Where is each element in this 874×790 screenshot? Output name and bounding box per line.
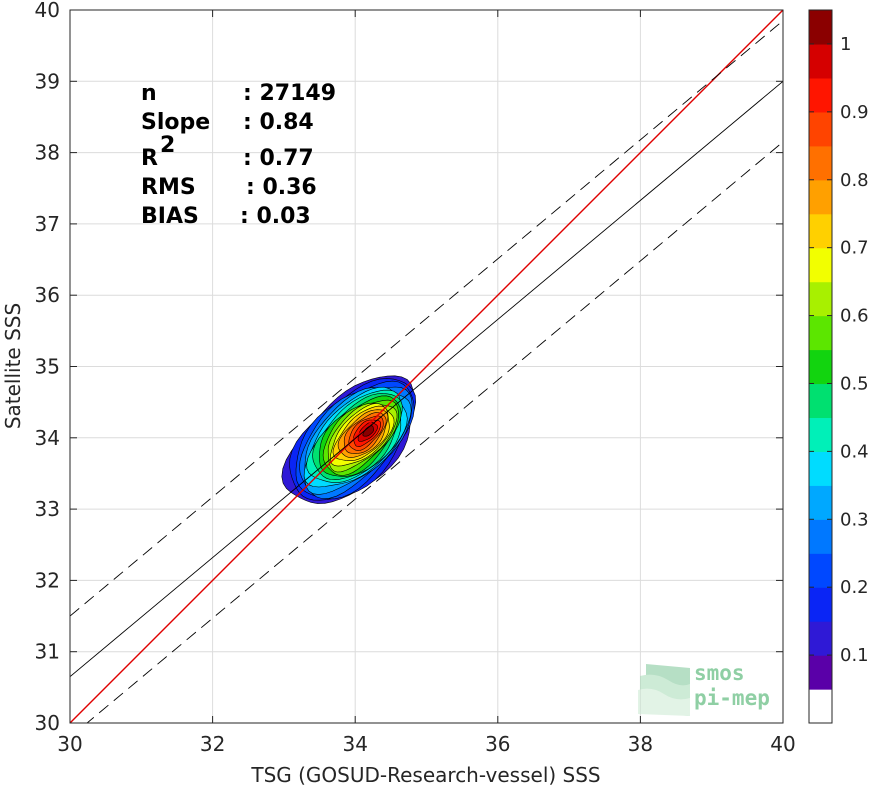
stat-value: : 0.77 <box>243 146 314 171</box>
colorbar-frame <box>808 9 833 724</box>
y-tick-label: 33 <box>35 497 60 521</box>
x-axis-ticks: 30 32 34 36 38 40 <box>57 10 796 756</box>
colorbar-segment <box>809 213 832 249</box>
colorbar-tick-label: 0.9 <box>840 102 869 123</box>
stat-label: n <box>141 81 157 106</box>
colorbar-segment <box>809 111 832 147</box>
colorbar-segment <box>809 417 832 452</box>
x-axis-label: TSG (GOSUD-Research-vessel) SSS <box>250 763 600 787</box>
y-axis-ticks: 30 31 32 33 34 35 36 37 38 39 40 <box>35 0 783 735</box>
y-tick-label: 32 <box>35 568 60 592</box>
x-tick-label: 36 <box>485 732 510 756</box>
y-tick-label: 38 <box>35 141 60 165</box>
colorbar-tick-label: 0.4 <box>840 441 869 462</box>
stat-label: RMS <box>141 175 196 200</box>
colorbar-tick-label: 0.3 <box>840 509 869 530</box>
stat-label-superscript: 2 <box>160 133 175 158</box>
stat-value: : 0.36 <box>246 175 317 200</box>
regression-lower-line <box>86 141 783 723</box>
x-tick-label: 34 <box>342 732 367 756</box>
y-tick-label: 30 <box>35 711 60 735</box>
y-tick-label: 35 <box>35 355 60 379</box>
colorbar-segment <box>809 281 832 317</box>
stat-value: : 27149 <box>243 81 336 106</box>
x-tick-label: 40 <box>770 732 795 756</box>
colorbar-segment <box>809 655 832 690</box>
logo-wave-icon <box>638 664 690 716</box>
y-axis-label: Satellite SSS <box>1 303 25 429</box>
colorbar-segment <box>809 77 832 113</box>
colorbar <box>808 9 833 724</box>
colorbar-tick-label: 0.1 <box>840 645 869 666</box>
logo-line1: smos <box>694 661 745 685</box>
colorbar-segment <box>809 145 832 181</box>
y-tick-label: 31 <box>35 640 60 664</box>
stat-label: R <box>141 146 158 171</box>
x-tick-label: 32 <box>200 732 225 756</box>
logo-line2: pi-mep <box>694 686 770 710</box>
stat-label: BIAS <box>141 204 199 229</box>
colorbar-segment <box>809 587 832 622</box>
colorbar-segment <box>809 451 832 486</box>
colorbar-segment <box>809 247 832 283</box>
colorbar-tick-label: 1 <box>840 34 851 55</box>
one-to-one-line <box>70 10 783 723</box>
colorbar-segment <box>809 43 832 79</box>
statistics-box: n : 27149 Slope : 0.84 R2 : 0.77 RMS : 0.36 BIAS… <box>141 81 336 229</box>
colorbar-segment <box>809 315 832 351</box>
y-tick-label: 40 <box>35 0 60 22</box>
colorbar-segment <box>809 553 832 588</box>
y-tick-label: 34 <box>35 426 60 450</box>
colorbar-segment <box>809 349 832 385</box>
colorbar-tick-label: 0.7 <box>840 238 869 259</box>
colorbar-segment <box>809 485 832 520</box>
colorbar-segment <box>809 621 832 656</box>
colorbar-segment <box>809 519 832 554</box>
smos-pi-mep-logo: smos pi-mep <box>638 661 770 716</box>
regression-upper-line <box>70 20 783 617</box>
y-tick-label: 39 <box>35 69 60 93</box>
x-tick-label: 38 <box>628 732 653 756</box>
colorbar-segment <box>809 10 832 45</box>
y-tick-label: 37 <box>35 212 60 236</box>
y-tick-label: 36 <box>35 283 60 307</box>
fit-lines <box>70 10 783 723</box>
stat-value: : 0.84 <box>243 110 314 135</box>
colorbar-tick-label: 0.6 <box>840 306 869 327</box>
stat-label: Slope <box>141 110 210 135</box>
colorbar-segment <box>809 689 832 724</box>
colorbar-tick-label: 0.8 <box>840 170 869 191</box>
regression-line <box>70 80 783 678</box>
x-tick-label: 30 <box>57 732 82 756</box>
colorbar-segment <box>809 383 832 419</box>
colorbar-ticks: 0.1 0.2 0.3 0.4 0.5 0.6 0.7 0.8 0.9 1 <box>809 34 869 666</box>
colorbar-tick-label: 0.2 <box>840 577 869 598</box>
stat-value: : 0.03 <box>240 204 311 229</box>
colorbar-segment <box>809 179 832 215</box>
colorbar-tick-label: 0.5 <box>840 373 869 394</box>
grid <box>69 9 784 724</box>
